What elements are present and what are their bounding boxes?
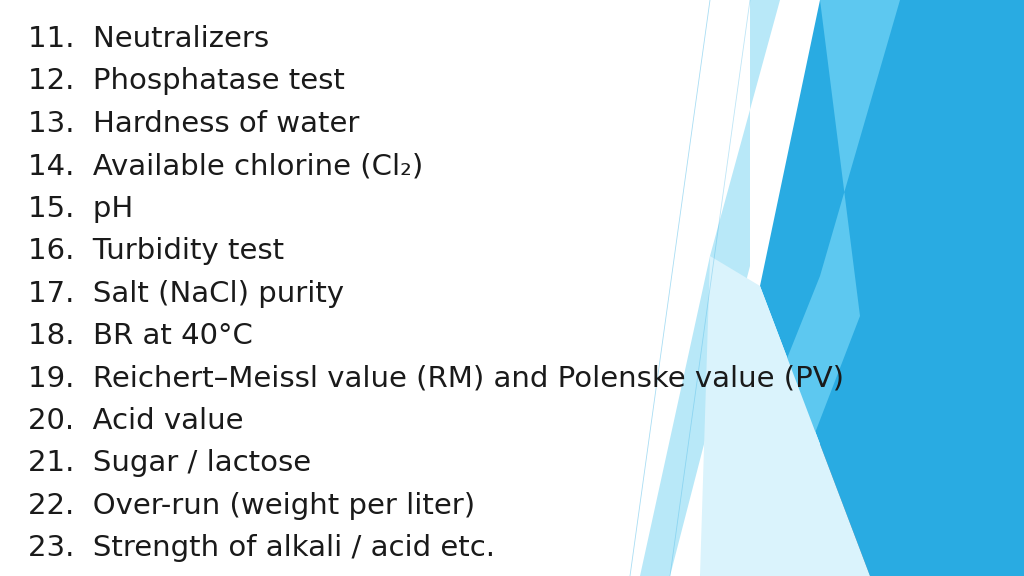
- Text: 22.  Over-run (weight per liter): 22. Over-run (weight per liter): [28, 491, 475, 520]
- Polygon shape: [820, 0, 1024, 576]
- Text: 17.  Salt (NaCl) purity: 17. Salt (NaCl) purity: [28, 279, 344, 308]
- Text: 21.  Sugar / lactose: 21. Sugar / lactose: [28, 449, 311, 477]
- Text: 20.  Acid value: 20. Acid value: [28, 407, 244, 435]
- Text: 13.  Hardness of water: 13. Hardness of water: [28, 110, 359, 138]
- Text: 12.  Phosphatase test: 12. Phosphatase test: [28, 67, 345, 96]
- Text: 23.  Strength of alkali / acid etc.: 23. Strength of alkali / acid etc.: [28, 534, 495, 562]
- Polygon shape: [700, 0, 900, 576]
- Text: 18.  BR at 40°C: 18. BR at 40°C: [28, 322, 253, 350]
- Polygon shape: [760, 0, 1024, 576]
- Text: 19.  Reichert–Meissl value (RM) and Polenske value (PV): 19. Reichert–Meissl value (RM) and Polen…: [28, 365, 844, 392]
- Text: 11.  Neutralizers: 11. Neutralizers: [28, 25, 269, 53]
- Text: 16.  Turbidity test: 16. Turbidity test: [28, 237, 284, 265]
- Text: 15.  pH: 15. pH: [28, 195, 133, 223]
- Polygon shape: [700, 256, 870, 576]
- Polygon shape: [640, 0, 780, 576]
- Text: 14.  Available chlorine (Cl₂): 14. Available chlorine (Cl₂): [28, 152, 423, 180]
